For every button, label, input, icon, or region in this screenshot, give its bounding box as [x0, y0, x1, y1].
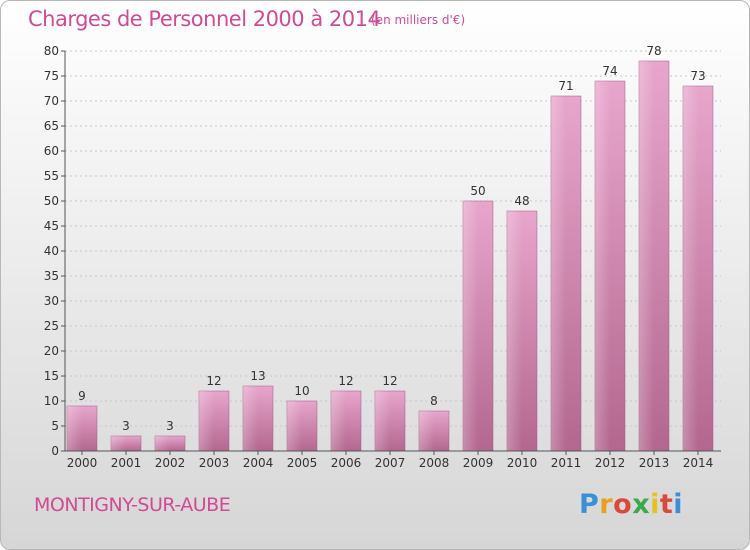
- x-tick-label: 2002: [155, 456, 186, 470]
- x-tick-label: 2011: [551, 456, 582, 470]
- chart-title: Charges de Personnel 2000 à 2014: [28, 7, 381, 31]
- y-tick-label: 55: [44, 169, 59, 183]
- x-tick-label: 2005: [287, 456, 318, 470]
- bar-highlight: [639, 61, 654, 451]
- y-tick-label: 45: [44, 219, 59, 233]
- y-tick-label: 20: [44, 344, 59, 358]
- bar-highlight: [683, 86, 698, 451]
- y-tick-label: 35: [44, 269, 59, 283]
- bar-highlight: [287, 401, 302, 451]
- bar-highlight: [243, 386, 258, 451]
- bar-value-label: 8: [430, 394, 438, 408]
- x-tick-label: 2007: [375, 456, 406, 470]
- y-tick-label: 15: [44, 369, 59, 383]
- bar-value-label: 3: [166, 419, 174, 433]
- x-tick-label: 2009: [463, 456, 494, 470]
- bar-highlight: [507, 211, 522, 451]
- bar-value-label: 73: [690, 69, 705, 83]
- bar-value-label: 3: [122, 419, 130, 433]
- x-tick-label: 2003: [199, 456, 230, 470]
- bar-value-label: 50: [470, 184, 485, 198]
- x-tick-label: 2010: [507, 456, 538, 470]
- bar-highlight: [111, 436, 126, 451]
- bar-highlight: [419, 411, 434, 451]
- logo-letter: P: [579, 489, 600, 520]
- bar-value-label: 10: [294, 384, 309, 398]
- y-tick-label: 0: [51, 444, 59, 458]
- y-tick-label: 5: [51, 419, 59, 433]
- bar-highlight: [67, 406, 82, 451]
- bar-value-label: 74: [602, 64, 617, 78]
- logo-letter: x: [632, 489, 651, 520]
- bar-value-label: 48: [514, 194, 529, 208]
- x-tick-label: 2012: [595, 456, 626, 470]
- bar-value-label: 13: [250, 369, 265, 383]
- bar-value-label: 12: [206, 374, 221, 388]
- bar-value-label: 9: [78, 389, 86, 403]
- bar-highlight: [551, 96, 566, 451]
- x-tick-label: 2008: [419, 456, 450, 470]
- logo-letter: o: [613, 489, 633, 520]
- y-tick-label: 80: [44, 44, 59, 58]
- bar-value-label: 71: [558, 79, 573, 93]
- x-tick-label: 2004: [243, 456, 274, 470]
- y-tick-label: 60: [44, 144, 59, 158]
- y-tick-label: 40: [44, 244, 59, 258]
- bar-highlight: [331, 391, 346, 451]
- x-tick-label: 2014: [683, 456, 714, 470]
- commune-name: MONTIGNY-SUR-AUBE: [34, 494, 231, 516]
- logo-letter: i: [650, 489, 660, 520]
- y-tick-label: 25: [44, 319, 59, 333]
- y-tick-label: 65: [44, 119, 59, 133]
- bar-highlight: [595, 81, 610, 451]
- bar-value-label: 12: [382, 374, 397, 388]
- x-tick-label: 2006: [331, 456, 362, 470]
- x-tick-label: 2001: [111, 456, 142, 470]
- bar-highlight: [375, 391, 390, 451]
- bar-value-label: 78: [646, 44, 661, 58]
- bar-highlight: [463, 201, 478, 451]
- logo-letter: t: [659, 489, 674, 520]
- y-tick-label: 30: [44, 294, 59, 308]
- logo-letter: i: [673, 489, 684, 520]
- y-tick-label: 50: [44, 194, 59, 208]
- proxiti-logo: Proxiti: [579, 489, 683, 520]
- bar-highlight: [199, 391, 214, 451]
- y-tick-label: 75: [44, 69, 59, 83]
- x-tick-label: 2013: [639, 456, 670, 470]
- logo-letter: r: [599, 489, 614, 520]
- bar-highlight: [155, 436, 170, 451]
- x-tick-label: 2000: [67, 456, 98, 470]
- bar-value-label: 12: [338, 374, 353, 388]
- y-tick-label: 10: [44, 394, 59, 408]
- chart-subtitle: (en milliers d'€): [371, 13, 466, 27]
- y-tick-label: 70: [44, 94, 59, 108]
